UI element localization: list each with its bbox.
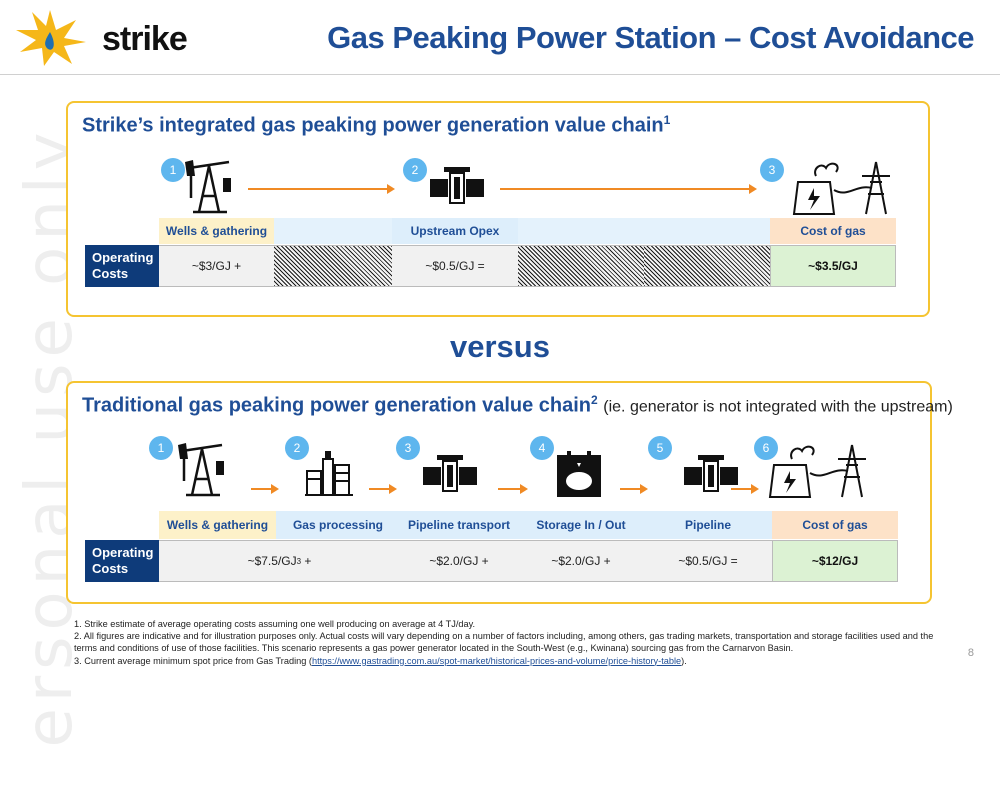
pipeline-valve-icon: [430, 167, 484, 204]
footnote-2: 2. All figures are indicative and for il…: [74, 631, 934, 654]
gas-trading-link[interactable]: https://www.gastrading.com.au/spot-marke…: [311, 655, 682, 666]
step-number: 3: [396, 436, 420, 460]
header-empty: [644, 218, 770, 244]
logo-text: strike: [102, 20, 188, 58]
header-empty: [274, 218, 392, 244]
header-cost-of-gas: Cost of gas: [770, 218, 896, 244]
cost-operator: +: [301, 554, 312, 568]
panel2-title: Traditional gas peaking power generation…: [82, 393, 953, 418]
cost-not-applicable: [274, 245, 392, 287]
cost-footnote-ref: 3: [296, 556, 302, 566]
flow-arrow: [369, 484, 397, 494]
step-number: 6: [754, 436, 778, 460]
footnote-3-end: ).: [681, 655, 687, 666]
footnote-1: 1. Strike estimate of average operating …: [74, 619, 476, 629]
step-number: 4: [530, 436, 554, 460]
versus-heading: versus: [450, 329, 550, 364]
header-divider: [0, 74, 1000, 75]
operating-costs-label: Operating Costs: [85, 245, 159, 287]
panel1-title-text: Strike’s integrated gas peaking power ge…: [82, 114, 664, 137]
flow-arrow: [251, 484, 279, 494]
cost-not-applicable: [644, 245, 770, 287]
storage-tank-icon: [557, 451, 601, 497]
header-empty: [518, 218, 644, 244]
cost-total: ~$12/GJ: [772, 540, 898, 582]
panel1-title-footnote: 1: [663, 113, 671, 127]
panel1-title: Strike’s integrated gas peaking power ge…: [82, 113, 670, 138]
header-gas-processing: Gas processing: [276, 511, 400, 539]
strike-logo-icon: [16, 10, 86, 66]
flow-arrow: [731, 484, 759, 494]
header-wells-gathering: Wells & gathering: [159, 218, 274, 244]
cost-wells-gathering: ~$3/GJ +: [159, 245, 274, 287]
pumpjack-icon: [185, 160, 231, 214]
pipeline-valve-icon: [684, 455, 738, 492]
header-pipeline-transport: Pipeline transport: [400, 511, 518, 539]
cost-pipeline-transport: ~$2.0/GJ +: [400, 540, 518, 582]
power-station-icon: [792, 161, 890, 215]
panel2-title-footnote: 2: [591, 393, 598, 407]
panel2-subtitle: (ie. generator is not integrated with th…: [603, 398, 953, 416]
header-upstream-opex: Upstream Opex: [392, 218, 518, 244]
step-number: 1: [161, 158, 185, 182]
step-number: 2: [403, 158, 427, 182]
footnote-3: 3. Current average minimum spot price fr…: [74, 655, 944, 667]
header-cost-of-gas: Cost of gas: [772, 511, 898, 539]
step-number: 1: [149, 436, 173, 460]
cost-pipeline: ~$0.5/GJ =: [644, 540, 772, 582]
strike-logo: strike: [14, 8, 188, 66]
step-number: 2: [285, 436, 309, 460]
cost-storage: ~$2.0/GJ +: [518, 540, 644, 582]
footnote-3-text: 3. Current average minimum spot price fr…: [74, 655, 312, 666]
header-storage: Storage In / Out: [518, 511, 644, 539]
panel2-title-text: Traditional gas peaking power generation…: [82, 394, 592, 417]
header-pipeline: Pipeline: [644, 511, 772, 539]
flow-arrow: [620, 484, 648, 494]
traditional-value-chain-panel: Traditional gas peaking power generation…: [66, 381, 953, 604]
page-number: 8: [967, 647, 974, 659]
integrated-value-chain-panel: Strike’s integrated gas peaking power ge…: [66, 101, 930, 317]
step-number: 3: [760, 158, 784, 182]
cost-wells-processing-value: ~$7.5/GJ: [247, 554, 297, 568]
flow-arrow: [500, 184, 757, 194]
flow-arrow: [498, 484, 528, 494]
gas-plant-icon: [305, 451, 353, 496]
cost-wells-processing: ~$7.5/GJ 3 +: [159, 540, 400, 582]
cost-upstream-opex: ~$0.5/GJ =: [392, 245, 518, 287]
pumpjack-icon: [178, 443, 224, 497]
flow-arrow: [248, 184, 395, 194]
pipeline-valve-icon: [423, 455, 477, 492]
operating-costs-label: Operating Costs: [85, 540, 159, 582]
page-title: Gas Peaking Power Station – Cost Avoidan…: [327, 20, 974, 55]
power-station-icon: [768, 444, 866, 498]
header-wells-gathering: Wells & gathering: [159, 511, 276, 539]
cost-not-applicable: [518, 245, 644, 287]
step-number: 5: [648, 436, 672, 460]
cost-total: ~$3.5/GJ: [770, 245, 896, 287]
footnotes: 1. Strike estimate of average operating …: [74, 618, 944, 667]
